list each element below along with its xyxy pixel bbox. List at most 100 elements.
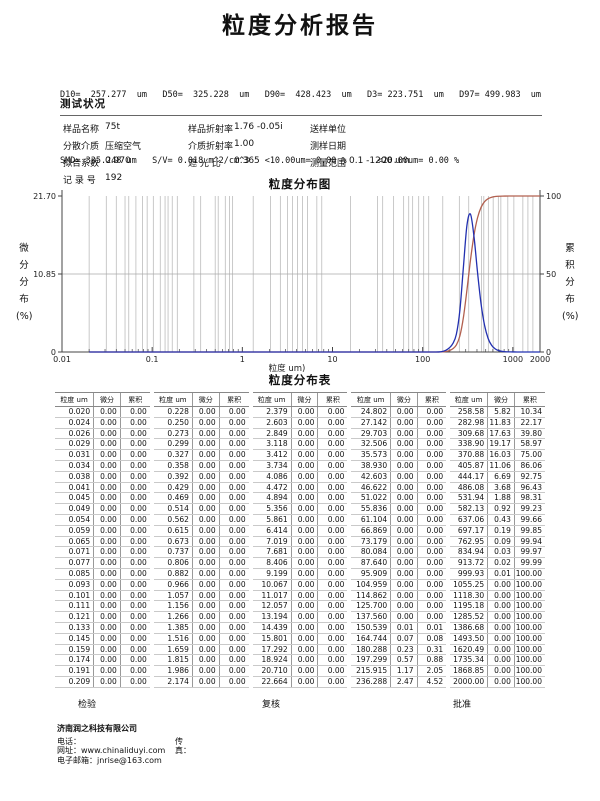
table-row: 1055.25 0.00 100.00: [450, 579, 545, 591]
table-row: 531.94 1.88 98.31: [450, 492, 545, 505]
table-cell: 29.703: [351, 428, 391, 440]
table-cell: 0.020: [55, 406, 94, 418]
table-cell: 61.104: [351, 514, 391, 526]
table-row: 114.862 0.00 0.00: [351, 590, 447, 602]
table-row: 309.68 17.63 39.80: [450, 428, 545, 440]
table-cell: 0.00: [93, 525, 121, 537]
test-conditions-heading: 测试状况: [60, 98, 106, 110]
table-cell: 0.00: [119, 406, 150, 418]
table-cell: 0.08: [416, 633, 447, 645]
table-cell: 0.00: [119, 492, 150, 505]
table-cell: 486.08: [450, 482, 488, 494]
table-row: 22.664 0.00 0.00: [252, 676, 348, 688]
table-cell: 164.744: [351, 633, 391, 645]
table-row: 4.894 0.00 0.00: [252, 492, 348, 505]
table-cell: 0.00: [191, 676, 220, 688]
table-cell: 0.00: [93, 590, 121, 602]
table-row: 0.191 0.00 0.00: [55, 665, 150, 677]
table-cell: 0.00: [119, 590, 150, 602]
condition-label: 测量范围: [310, 159, 347, 169]
differential-curve: [89, 213, 540, 353]
table-cell: 0.054: [55, 514, 94, 526]
table-cell: 0.00: [317, 417, 348, 429]
table-cell: 11.017: [252, 590, 292, 602]
table-cell: 0.00: [416, 568, 447, 580]
table-row: 338.90 19.17 58.97: [450, 438, 545, 451]
table-cell: 2.603: [252, 417, 292, 429]
table-cell: 99.23: [513, 503, 545, 515]
table-cell: 0.00: [416, 546, 447, 559]
table-cell: 1386.68: [450, 622, 488, 634]
table-cell: 0.071: [55, 546, 94, 559]
table-cell: 0.00: [290, 611, 318, 623]
table-cell: 0.00: [93, 654, 121, 667]
table-row: 0.031 0.00 0.00: [55, 449, 150, 461]
table-row: 6.414 0.00 0.00: [252, 525, 348, 537]
table-cell: 19.17: [487, 438, 515, 451]
table-cell: 0.00: [191, 438, 220, 451]
table-cell: 0.00: [191, 525, 220, 537]
y-right-tick-label: 0: [546, 348, 551, 357]
table-cell: 0.00: [119, 654, 150, 667]
table-cell: 0.00: [218, 633, 249, 645]
table-cell: 1.516: [153, 633, 193, 645]
table-cell: 0.299: [153, 438, 193, 451]
table-cell: 0.00: [218, 406, 249, 418]
table-row: 14.439 0.00 0.00: [252, 622, 348, 634]
table-cell: 0.00: [390, 525, 418, 537]
table-cell: 0.00: [290, 676, 318, 688]
table-row: 9.199 0.00 0.00: [252, 568, 348, 580]
table-cell: 0.00: [218, 590, 249, 602]
condition-value: 75t: [105, 122, 120, 132]
table-cell: 0.00: [317, 611, 348, 623]
table-cell: 0.00: [416, 600, 447, 613]
table-cell: 0.00: [317, 622, 348, 634]
table-row: 2.174 0.00 0.00: [153, 676, 249, 688]
table-cell: 0.00: [317, 633, 348, 645]
table-cell: 1.815: [153, 654, 193, 667]
table-cell: 0.00: [390, 568, 418, 580]
table-row: 24.802 0.00 0.00: [351, 406, 447, 418]
table-group: 粒度 um 微分 累积 0.228 0.00 0.00 0.250 0.00 0.00 0.273…: [153, 392, 249, 688]
table-row: 0.071 0.00 0.00: [55, 546, 150, 559]
table-header-cell: 累积: [317, 392, 348, 407]
x-axis-title: 粒度 um): [269, 363, 306, 372]
table-row: 1.986 0.00 0.00: [153, 665, 249, 677]
table-cell: 8.406: [252, 557, 292, 569]
table-cell: 0.111: [55, 600, 94, 613]
table-header-cell: 微分: [290, 392, 318, 407]
table-cell: 0.00: [390, 482, 418, 494]
table-cell: 0.00: [317, 568, 348, 580]
fax-label: 传真：: [175, 736, 191, 756]
table-cell: 0.882: [153, 568, 193, 580]
table-cell: 18.924: [252, 654, 292, 667]
table-row: 444.17 6.69 92.75: [450, 471, 545, 483]
email-line: 电子邮箱：jnrise@163.com: [57, 755, 162, 765]
table-row: 11.017 0.00 0.00: [252, 590, 348, 602]
table-cell: 0.02: [487, 557, 515, 569]
table-cell: 0.059: [55, 525, 94, 537]
table-cell: 0.00: [317, 600, 348, 613]
table-cell: 0.00: [93, 557, 121, 569]
table-cell: 1.88: [487, 492, 515, 505]
table-cell: 0.00: [416, 406, 447, 418]
summary-line-2: SMD= 335.248 um S/V= 0.018 m^2/cm^3 <10.…: [60, 156, 460, 166]
table-cell: 73.179: [351, 536, 391, 548]
table-cell: 137.560: [351, 611, 391, 623]
table-cell: 0.00: [218, 665, 249, 677]
table-cell: 0.00: [191, 557, 220, 569]
y-axis-left-label: 微 分 分 布 (%): [16, 243, 33, 322]
table-cell: 0.00: [390, 600, 418, 613]
table-cell: 39.80: [513, 428, 545, 440]
table-cell: 96.43: [513, 482, 545, 494]
table-cell: 92.75: [513, 471, 545, 483]
x-tick-label: 100: [415, 355, 430, 364]
table-cell: 16.03: [487, 449, 515, 461]
table-cell: 0.429: [153, 482, 193, 494]
table-cell: 14.439: [252, 622, 292, 634]
table-row: 1620.49 0.00 100.00: [450, 644, 545, 656]
table-row: 0.121 0.00 0.00: [55, 611, 150, 623]
table-row: 137.560 0.00 0.00: [351, 611, 447, 623]
table-cell: 999.93: [450, 568, 488, 580]
table-cell: 0.00: [317, 438, 348, 451]
